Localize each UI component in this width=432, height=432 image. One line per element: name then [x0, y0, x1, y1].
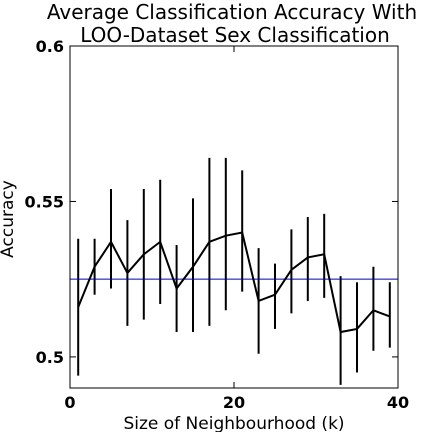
chart-title-line-1: Average Classification Accuracy With [47, 0, 417, 24]
series-line [77, 231, 391, 334]
y-tick-label: 0.5 [36, 348, 64, 367]
chart-title-line-2: LOO-Dataset Sex Classification [80, 23, 390, 47]
tick-labels: 0 20 40 0.5 0.55 0.6 [25, 37, 410, 412]
axis-ticks [69, 45, 399, 388]
y-tick-label: 0.6 [36, 37, 64, 56]
y-tick-label: 0.55 [25, 192, 64, 211]
plot-area [69, 45, 399, 389]
x-tick-label: 20 [223, 393, 245, 412]
x-tick-label: 40 [387, 393, 409, 412]
x-axis-label: Size of Neighbourhood (k) [123, 414, 344, 432]
x-tick-label: 0 [64, 393, 75, 412]
y-axis-label: Accuracy [0, 180, 18, 258]
